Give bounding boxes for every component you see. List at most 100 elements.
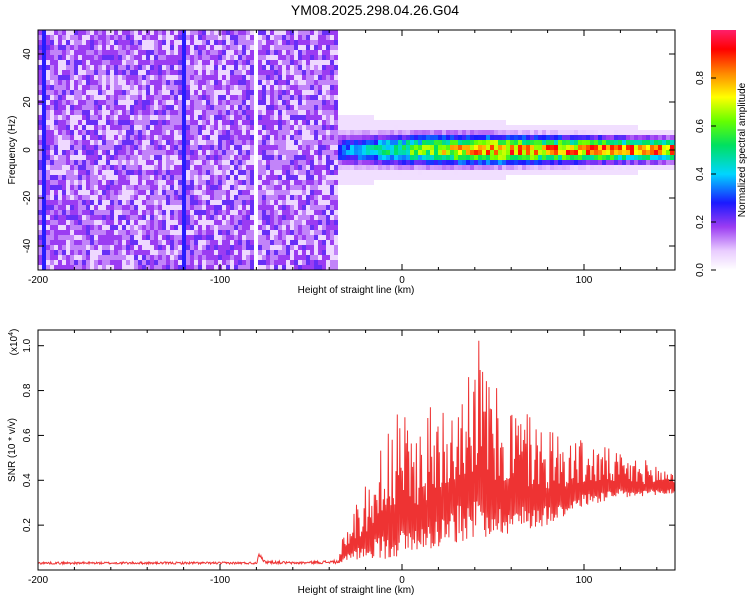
spectrogram-cell (234, 90, 238, 95)
spectrogram-cell (54, 175, 58, 180)
spectrogram-cell (170, 245, 174, 250)
spectrogram-cell (654, 165, 658, 170)
spectrogram-cell (154, 95, 158, 100)
spectrogram-cell (270, 55, 274, 60)
spectrogram-cell (190, 80, 194, 85)
spectrogram-cell (142, 45, 146, 50)
spectrogram-cell (154, 265, 158, 270)
spectrogram-cell (386, 135, 390, 140)
spectrogram-cell (594, 140, 598, 145)
spectrogram-cell (150, 60, 154, 65)
spectrogram-cell (218, 165, 222, 170)
spectrogram-cell (230, 130, 234, 135)
spectrogram-cell (318, 55, 322, 60)
spectrogram-cell (162, 255, 166, 260)
spectrogram-cell (218, 110, 222, 115)
spectrogram-cell (170, 85, 174, 90)
spectrogram-cell (50, 105, 54, 110)
spectrogram-cell (558, 140, 562, 145)
spectrogram-cell (246, 135, 250, 140)
spectrogram-cell (106, 240, 110, 245)
spectrogram-cell (138, 80, 142, 85)
spectrogram-cell (274, 205, 278, 210)
spectrogram-cell (258, 180, 262, 185)
spectrogram-cell (42, 95, 46, 100)
spectrogram-cell (226, 50, 230, 55)
spectrogram-cell (150, 110, 154, 115)
spectrogram-cell (622, 155, 626, 160)
spectrogram-cell (282, 200, 286, 205)
spectrogram-cell (278, 155, 282, 160)
spectrogram-cell (378, 135, 382, 140)
spectrogram-cell (186, 125, 190, 130)
spectrogram-cell (270, 245, 274, 250)
spectrogram-cell (314, 30, 318, 35)
spectrogram-cell (490, 165, 494, 170)
spectrogram-cell (158, 45, 162, 50)
spectrogram-cell (266, 35, 270, 40)
spectrogram-cell (318, 60, 322, 65)
spectrogram-cell (130, 160, 134, 165)
spectrogram-cell (150, 230, 154, 235)
spectrogram-cell (538, 140, 542, 145)
spectrogram-cell (82, 125, 86, 130)
spectrogram-cell (278, 105, 282, 110)
spectrogram-cell (70, 50, 74, 55)
spectrogram-cell (494, 165, 498, 170)
spectrogram-cell (86, 250, 90, 255)
spectrogram-cell (106, 230, 110, 235)
spectrogram-cell (262, 195, 266, 200)
spectrogram-cell (150, 200, 154, 205)
spectrogram-cell (358, 130, 362, 135)
spectrogram-cell (222, 135, 226, 140)
spectrogram-cell (250, 240, 254, 245)
spectrogram-cell (90, 110, 94, 115)
spectrogram-cell (330, 90, 334, 95)
spectrogram-cell (598, 145, 602, 150)
spectrogram-cell (66, 70, 70, 75)
spectrogram-cell (142, 220, 146, 225)
spectrogram-cell (94, 65, 98, 70)
spectrogram-cell (310, 60, 314, 65)
spectrogram-cell (54, 150, 58, 155)
spectrogram-cell (70, 260, 74, 265)
spectrogram-cell (122, 245, 126, 250)
spectrogram-cell (110, 190, 114, 195)
spectrogram-cell (50, 30, 54, 35)
spectrogram-cell (278, 165, 282, 170)
spectrogram-cell (262, 40, 266, 45)
spectrogram-cell (318, 255, 322, 260)
spectrogram-cell (250, 170, 254, 175)
spectrogram-cell (114, 80, 118, 85)
spectrogram-cell (86, 230, 90, 235)
spectrogram-cell (202, 135, 206, 140)
spectrogram-cell (142, 120, 146, 125)
spectrogram-cell (266, 115, 270, 120)
spectrogram-cell (366, 115, 370, 120)
spectrogram-cell (86, 205, 90, 210)
spectrogram-cell (498, 145, 502, 150)
spectrogram-cell (234, 115, 238, 120)
spectrogram-cell (250, 65, 254, 70)
spectrogram-cell (306, 225, 310, 230)
spectrogram-cell (658, 140, 662, 145)
spectrogram-cell (138, 65, 142, 70)
spectrogram-cell (186, 265, 190, 270)
spectrogram-cell (106, 155, 110, 160)
spectrogram-cell (474, 155, 478, 160)
spectrogram-cell (66, 195, 70, 200)
spectrogram-cell (270, 215, 274, 220)
spectrogram-cell (206, 235, 210, 240)
spectrogram-cell (262, 60, 266, 65)
spectrogram-cell (594, 150, 598, 155)
snr-multiplier-exp: 4 (8, 332, 15, 336)
spectrogram-cell (130, 70, 134, 75)
spectrogram-cell (90, 205, 94, 210)
spectrogram-cell (202, 200, 206, 205)
spectrogram-cell (134, 205, 138, 210)
spectrogram-cell (282, 235, 286, 240)
spectrogram-cell (58, 30, 62, 35)
spectrogram-cell (46, 210, 50, 215)
spectrogram-cell (150, 125, 154, 130)
spectrogram-cell (42, 60, 46, 65)
